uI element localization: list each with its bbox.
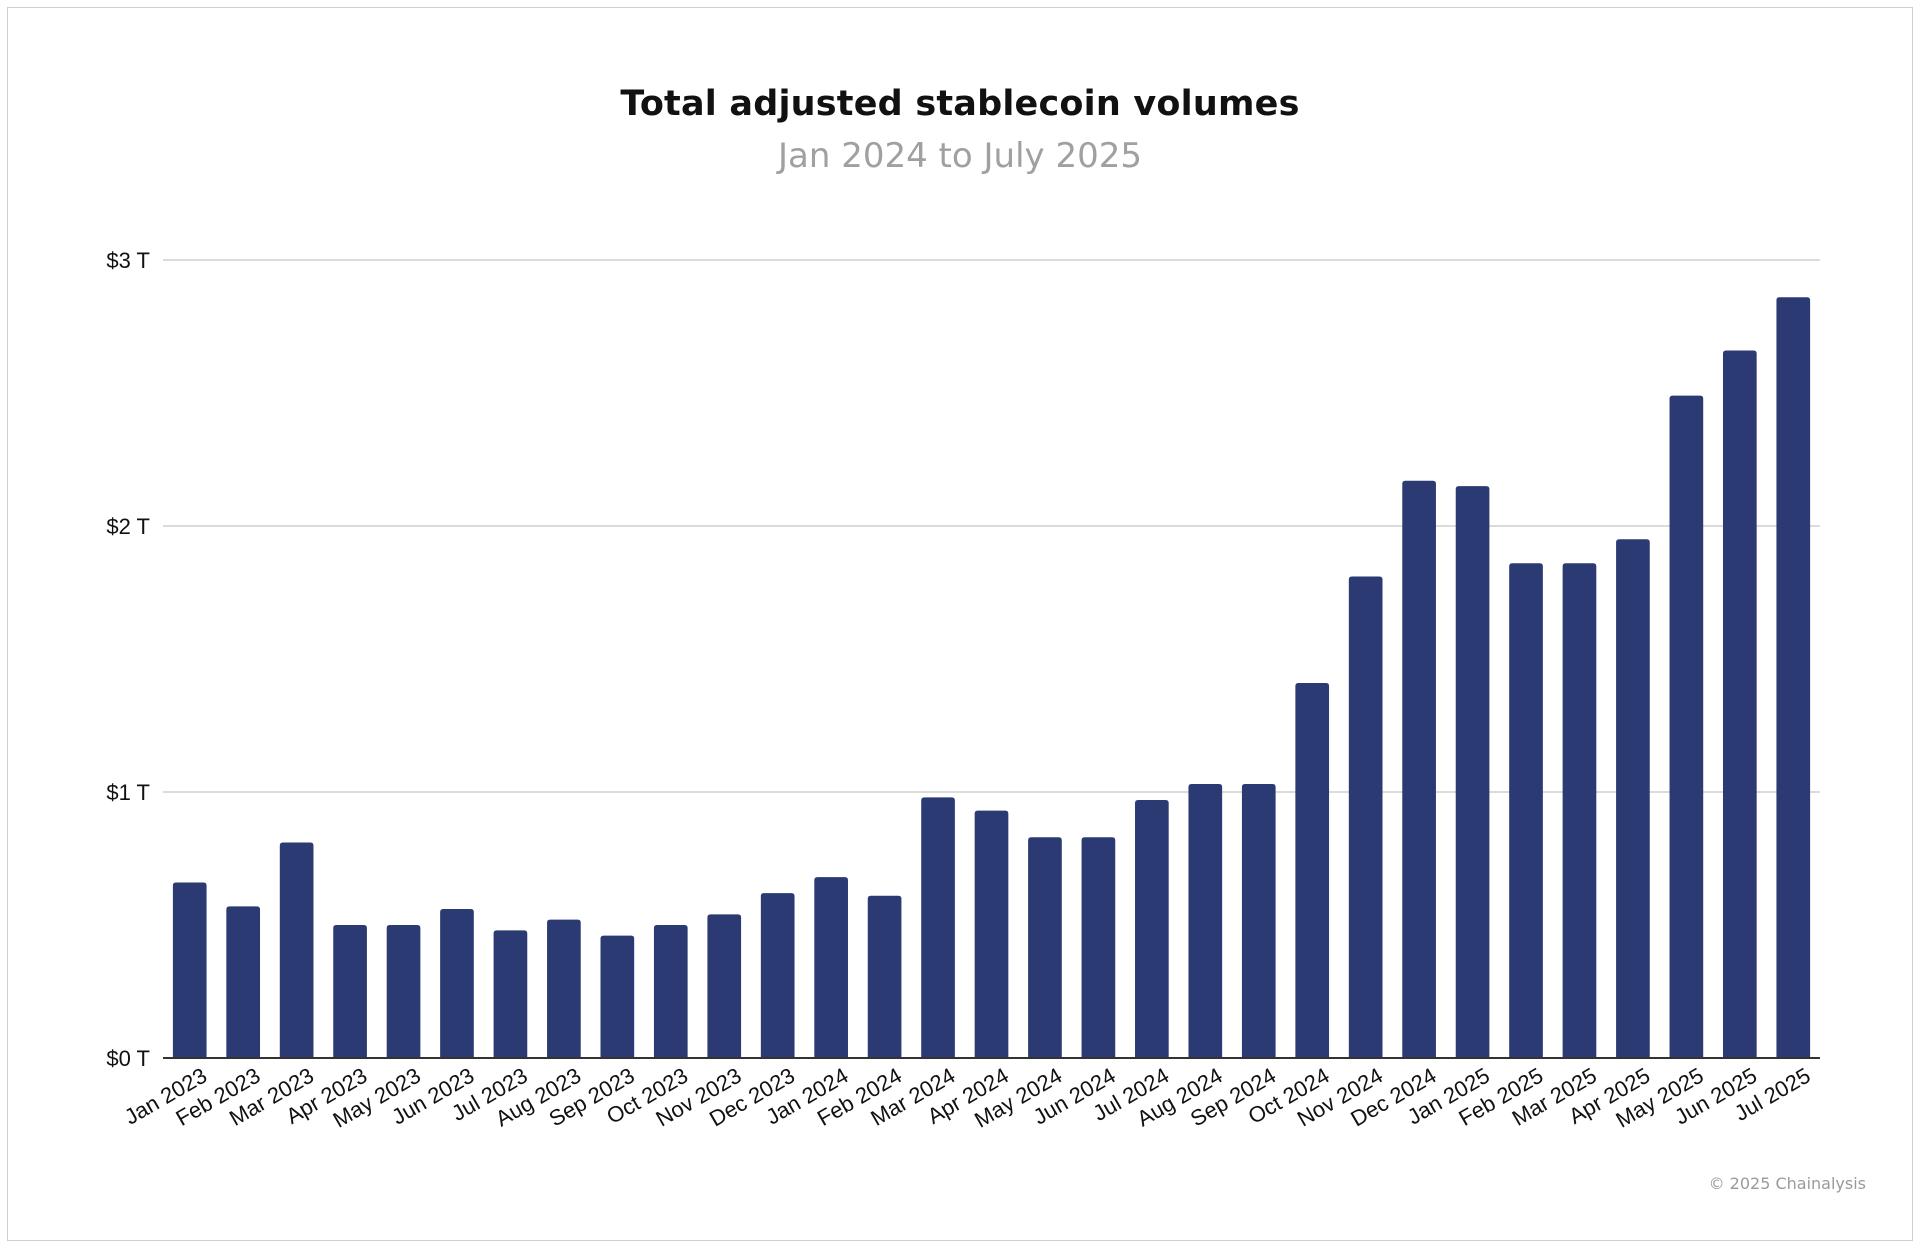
bar <box>814 877 848 1058</box>
bar <box>1295 682 1330 1058</box>
bar <box>1562 563 1597 1058</box>
bar <box>867 895 902 1058</box>
bar <box>547 919 581 1058</box>
chart-title: Total adjusted stablecoin volumes <box>620 84 1300 124</box>
bar <box>653 925 688 1058</box>
y-tick-label: $3 T <box>106 248 150 273</box>
bars <box>172 297 1811 1059</box>
bar <box>600 935 635 1058</box>
bar <box>707 914 742 1058</box>
gridlines <box>163 259 1820 793</box>
bar <box>1081 837 1116 1058</box>
bar <box>1455 486 1490 1059</box>
y-tick-label: $2 T <box>106 514 150 539</box>
y-axis-ticks: $0 T $1 T $2 T $3 T <box>106 248 150 1071</box>
bar <box>974 810 1009 1058</box>
bar <box>172 882 207 1058</box>
y-tick-label: $1 T <box>106 780 150 805</box>
bar <box>1402 480 1436 1058</box>
bar <box>493 930 528 1058</box>
bar <box>1348 576 1383 1058</box>
bar <box>1028 837 1062 1058</box>
bar <box>279 842 314 1058</box>
bar <box>386 925 421 1058</box>
bar <box>1509 563 1543 1058</box>
bar <box>1135 799 1169 1058</box>
bar <box>226 906 261 1058</box>
bar <box>1241 784 1276 1058</box>
bar <box>440 909 474 1058</box>
bar <box>760 893 795 1058</box>
copyright-footer: © 2025 Chainalysis <box>1708 1174 1866 1193</box>
chart-subtitle: Jan 2024 to July 2025 <box>778 136 1142 176</box>
y-tick-label: $0 T <box>106 1046 150 1071</box>
bar <box>1188 784 1223 1058</box>
bar <box>1669 395 1704 1058</box>
bar <box>333 925 367 1058</box>
bar <box>1722 350 1757 1058</box>
bar <box>1616 539 1650 1058</box>
bar <box>921 797 955 1058</box>
bar <box>1776 297 1811 1058</box>
